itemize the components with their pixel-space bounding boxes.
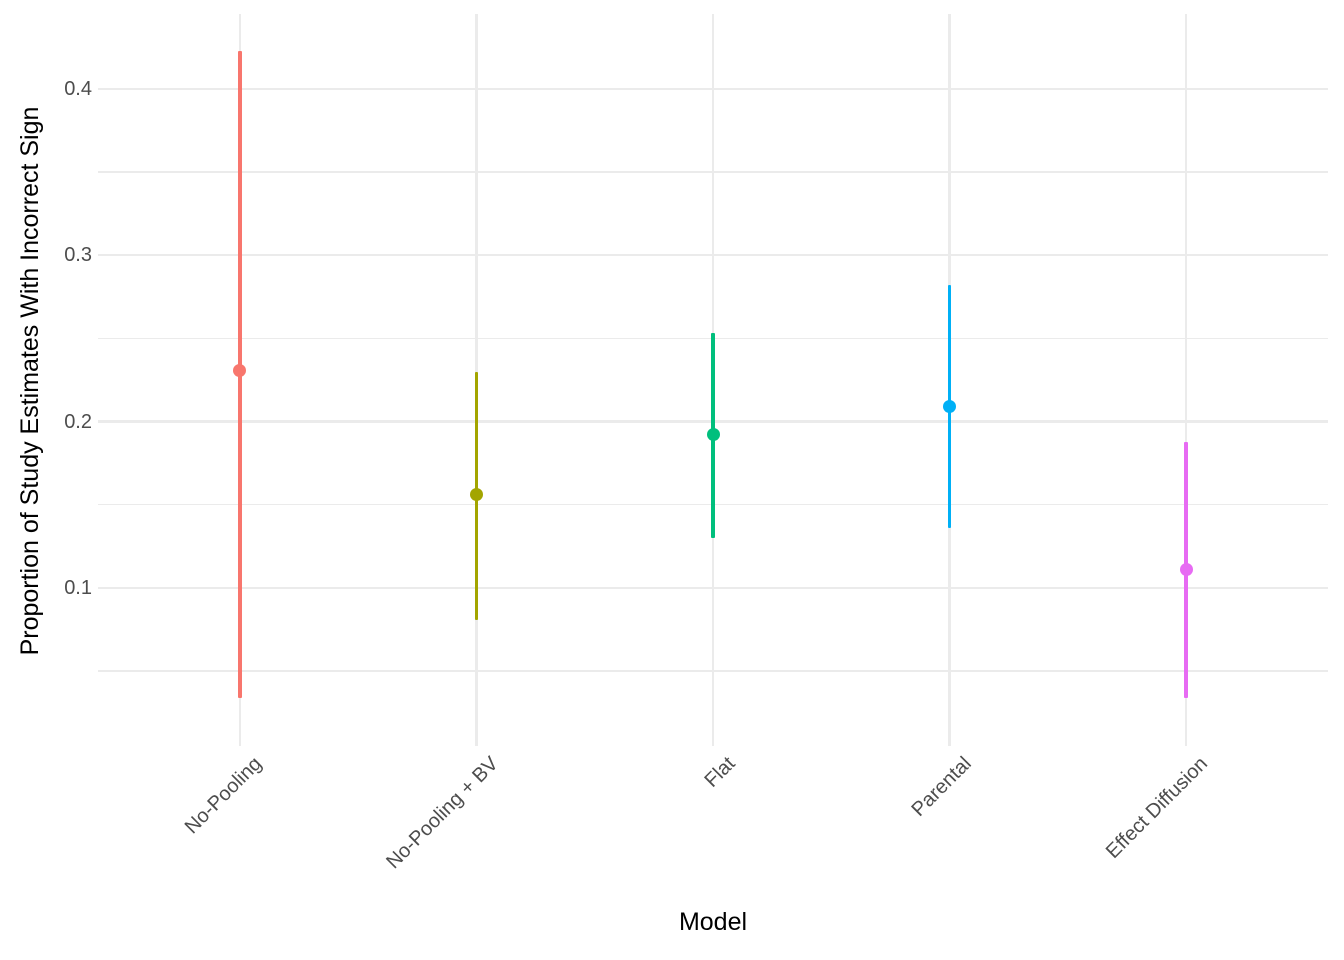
x-tick-label: No-Pooling + BV [382, 752, 504, 874]
y-tick-label: 0.2 [64, 410, 92, 433]
x-axis-title: Model [678, 908, 748, 936]
point-estimate [469, 488, 483, 502]
x-tick-label: Effect Diffusion [1101, 752, 1213, 863]
point-estimate [1179, 563, 1193, 577]
x-tick-label: No-Pooling [180, 752, 267, 839]
x-tick-label: Parental [907, 752, 976, 821]
y-tick-label: 0.4 [64, 77, 92, 100]
y-axis-title: Proportion of Study Estimates With Incor… [16, 106, 44, 656]
point-estimate [706, 428, 720, 442]
y-tick-label: 0.1 [64, 576, 92, 599]
gridline-vertical [1184, 14, 1188, 746]
y-tick-label: 0.3 [64, 244, 92, 267]
point-estimate [233, 363, 247, 377]
point-estimate [943, 400, 957, 414]
x-tick-label: Flat [700, 752, 740, 792]
plot-panel [98, 14, 1328, 746]
